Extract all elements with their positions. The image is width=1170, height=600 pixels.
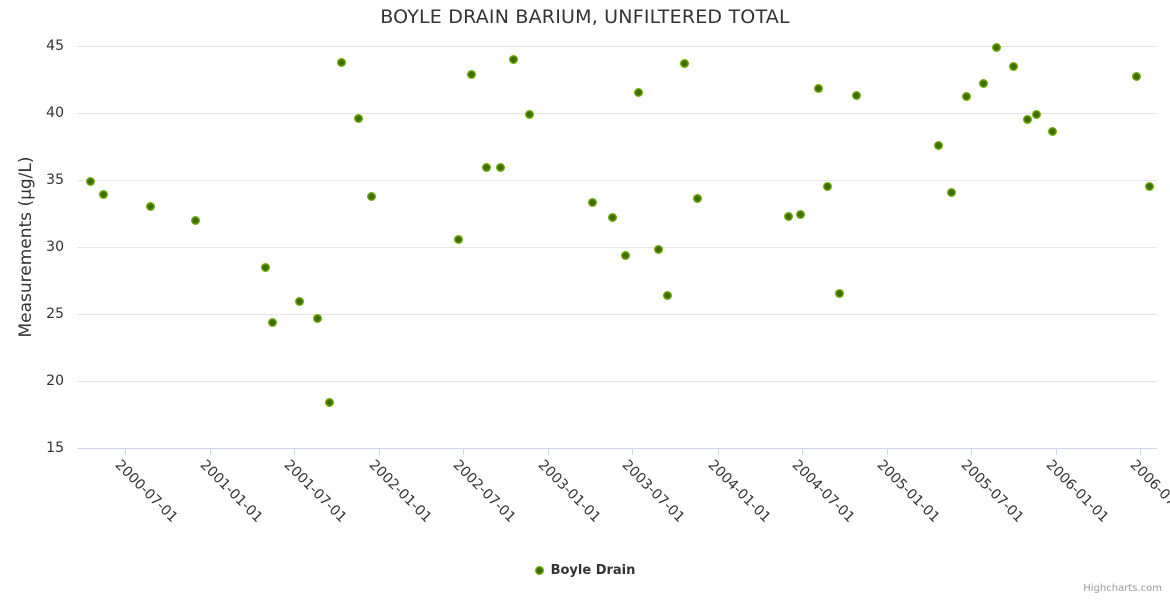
gridline (77, 314, 1157, 315)
data-point[interactable] (525, 109, 535, 119)
x-tick-mark (718, 449, 719, 455)
data-point[interactable] (354, 113, 363, 123)
x-tick-label: 2000-07-01 (111, 457, 181, 526)
data-point[interactable] (978, 79, 988, 88)
chart-title: BOYLE DRAIN BARIUM, UNFILTERED TOTAL (380, 6, 790, 28)
data-point[interactable] (813, 84, 823, 94)
gridline (77, 113, 1157, 114)
x-tick-label: 2003-07-01 (618, 457, 688, 526)
data-point[interactable] (795, 210, 805, 220)
data-point[interactable] (1022, 115, 1032, 125)
highcharts-credits-link[interactable]: Highcharts.com (1083, 583, 1162, 594)
data-point[interactable] (962, 92, 972, 102)
x-tick-label: 2006-07-01 (1126, 457, 1170, 526)
x-tick-label: 2002-07-01 (449, 457, 519, 526)
data-point[interactable] (453, 234, 463, 244)
x-tick-mark (1140, 449, 1141, 455)
x-tick-label: 2001-01-01 (196, 457, 266, 526)
y-tick-label: 15 (46, 440, 64, 456)
data-point[interactable] (620, 250, 630, 260)
data-point[interactable] (1131, 72, 1141, 82)
legend-label: Boyle Drain (550, 563, 636, 578)
x-tick-mark (802, 449, 803, 455)
data-point[interactable] (145, 202, 155, 212)
x-tick-mark (125, 449, 126, 455)
data-point[interactable] (588, 198, 598, 208)
legend-item-boyle-drain[interactable]: Boyle Drain (0, 563, 1170, 578)
data-point[interactable] (98, 190, 108, 200)
data-point[interactable] (663, 290, 672, 300)
gridline (77, 180, 1157, 181)
data-point[interactable] (268, 317, 278, 327)
gridline (77, 46, 1157, 47)
data-point[interactable] (260, 262, 270, 272)
data-point[interactable] (312, 313, 322, 323)
data-point[interactable] (823, 182, 833, 192)
x-tick-mark (210, 449, 211, 455)
x-tick-mark (294, 449, 295, 455)
x-tick-mark (632, 449, 633, 455)
data-point[interactable] (991, 42, 1001, 52)
y-tick-label: 25 (46, 306, 64, 322)
data-point[interactable] (295, 297, 305, 307)
x-tick-mark (379, 449, 380, 455)
gridline (77, 381, 1157, 382)
data-point[interactable] (679, 58, 689, 68)
x-tick-label: 2001-07-01 (280, 457, 350, 526)
data-point[interactable] (337, 57, 347, 67)
y-tick-label: 20 (46, 373, 64, 389)
data-point[interactable] (1009, 61, 1018, 71)
data-point[interactable] (324, 397, 334, 407)
x-tick-label: 2002-01-01 (365, 457, 435, 526)
x-tick-label: 2003-01-01 (534, 457, 604, 526)
x-axis-line (77, 448, 1157, 449)
y-tick-label: 45 (46, 38, 64, 54)
x-tick-label: 2006-01-01 (1042, 457, 1112, 526)
data-point[interactable] (496, 163, 506, 173)
data-point[interactable] (1047, 127, 1057, 137)
data-point[interactable] (852, 91, 861, 101)
data-point[interactable] (1032, 109, 1042, 119)
data-point[interactable] (366, 191, 376, 201)
y-tick-label: 30 (46, 239, 64, 255)
data-point[interactable] (692, 194, 702, 204)
x-tick-mark (1056, 449, 1057, 455)
data-point[interactable] (508, 54, 518, 64)
data-point[interactable] (934, 140, 943, 150)
x-tick-mark (971, 449, 972, 455)
x-tick-mark (548, 449, 549, 455)
data-point[interactable] (783, 211, 793, 221)
legend-marker-icon (534, 566, 544, 575)
data-point[interactable] (481, 163, 491, 173)
data-point[interactable] (1144, 182, 1154, 192)
data-point[interactable] (467, 69, 476, 79)
data-point[interactable] (608, 213, 618, 222)
data-point[interactable] (946, 187, 956, 197)
data-point[interactable] (633, 88, 643, 98)
data-point[interactable] (86, 176, 96, 186)
y-tick-label: 40 (46, 105, 64, 121)
y-tick-label: 35 (46, 172, 64, 188)
x-tick-label: 2005-01-01 (873, 457, 943, 526)
data-point[interactable] (190, 215, 200, 225)
data-point[interactable] (834, 289, 844, 299)
x-tick-mark (463, 449, 464, 455)
x-tick-label: 2004-01-01 (704, 457, 774, 526)
x-tick-mark (887, 449, 888, 455)
x-tick-label: 2005-07-01 (957, 457, 1027, 526)
x-tick-label: 2004-07-01 (788, 457, 858, 526)
gridline (77, 247, 1157, 248)
data-point[interactable] (653, 245, 663, 255)
